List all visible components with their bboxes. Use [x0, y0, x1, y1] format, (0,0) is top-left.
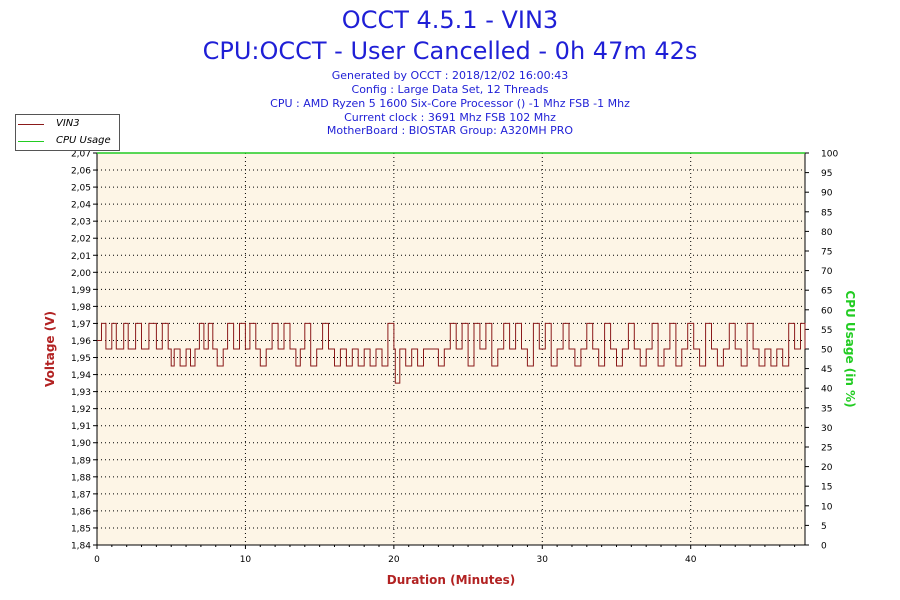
y2-tick-label: 65 [821, 287, 832, 297]
y-tick-label: 2,05 [71, 184, 91, 194]
y2-tick-label: 95 [821, 169, 832, 179]
y-tick-label: 1,98 [71, 303, 91, 313]
y-axis-label: Voltage (V) [43, 311, 57, 387]
x-axis-label: Duration (Minutes) [387, 573, 515, 587]
legend-swatch-cpu-usage [18, 141, 44, 142]
x-tick-label: 10 [240, 555, 252, 565]
y2-tick-label: 5 [821, 522, 827, 532]
y2-axis-label: CPU Usage (in %) [843, 290, 857, 407]
chart-title: OCCT 4.5.1 - VIN3 [341, 6, 559, 34]
y-tick-label: 1,89 [71, 456, 91, 466]
y2-tick-label: 55 [821, 326, 832, 336]
y2-tick-label: 90 [821, 189, 833, 199]
y2-tick-label: 100 [821, 150, 838, 160]
info-generated: Generated by OCCT : 2018/12/02 16:00:43 [331, 69, 569, 82]
info-clock: Current clock : 3691 Mhz FSB 102 Mhz [344, 111, 556, 124]
x-tick-label: 30 [537, 555, 549, 565]
info-motherboard: MotherBoard : BIOSTAR Group: A320MH PRO [326, 124, 574, 137]
y-tick-label: 2,03 [71, 218, 91, 228]
y-tick-label: 1,92 [71, 405, 91, 415]
y2-tick-label: 20 [821, 463, 833, 473]
y2-tick-label: 70 [821, 267, 833, 277]
y-tick-label: 1,97 [71, 320, 91, 330]
y2-tick-label: 30 [821, 424, 833, 434]
y2-tick-label: 80 [821, 228, 833, 238]
y2-tick-label: 50 [821, 346, 833, 356]
y2-tick-label: 40 [821, 385, 833, 395]
y2-tick-label: 60 [821, 306, 833, 316]
legend-label-cpu-usage: CPU Usage [56, 135, 111, 146]
y2-tick-label: 25 [821, 444, 832, 454]
x-tick-label: 40 [685, 555, 697, 565]
y2-tick-label: 45 [821, 365, 832, 375]
y-tick-label: 2,02 [71, 235, 91, 245]
y-tick-label: 1,84 [71, 542, 91, 552]
y2-tick-label: 85 [821, 208, 832, 218]
y-tick-label: 1,87 [71, 490, 91, 500]
y2-tick-label: 75 [821, 248, 832, 258]
y-tick-label: 2,00 [71, 269, 91, 279]
x-tick-label: 20 [388, 555, 400, 565]
y-tick-label: 2,06 [71, 167, 91, 177]
legend: VIN3 CPU Usage [15, 114, 120, 151]
y-tick-label: 1,85 [71, 524, 91, 534]
y-tick-label: 1,90 [71, 439, 91, 449]
y-tick-label: 1,91 [71, 422, 91, 432]
y-tick-label: 2,01 [71, 252, 91, 262]
y-tick-label: 2,07 [71, 150, 91, 160]
info-cpu: CPU : AMD Ryzen 5 1600 Six-Core Processo… [270, 97, 630, 110]
y2-tick-label: 35 [821, 404, 832, 414]
y2-tick-label: 10 [821, 502, 833, 512]
y2-tick-label: 0 [821, 542, 827, 552]
y-tick-label: 1,95 [71, 354, 91, 364]
series-line-vin3 [97, 322, 806, 384]
y-tick-label: 1,99 [71, 286, 91, 296]
y-tick-label: 1,93 [71, 388, 91, 398]
y-tick-label: 1,88 [71, 473, 91, 483]
y-tick-label: 1,96 [71, 337, 91, 347]
chart-subtitle: CPU:OCCT - User Cancelled - 0h 47m 42s [202, 37, 698, 65]
y-tick-label: 1,94 [71, 371, 91, 381]
legend-swatch-vin3 [18, 124, 44, 125]
legend-label-vin3: VIN3 [56, 118, 80, 129]
x-tick-label: 0 [94, 555, 100, 565]
info-config: Config : Large Data Set, 12 Threads [351, 83, 549, 96]
y-tick-label: 2,04 [71, 201, 91, 211]
y-tick-label: 1,86 [71, 507, 91, 517]
y2-tick-label: 15 [821, 483, 832, 493]
